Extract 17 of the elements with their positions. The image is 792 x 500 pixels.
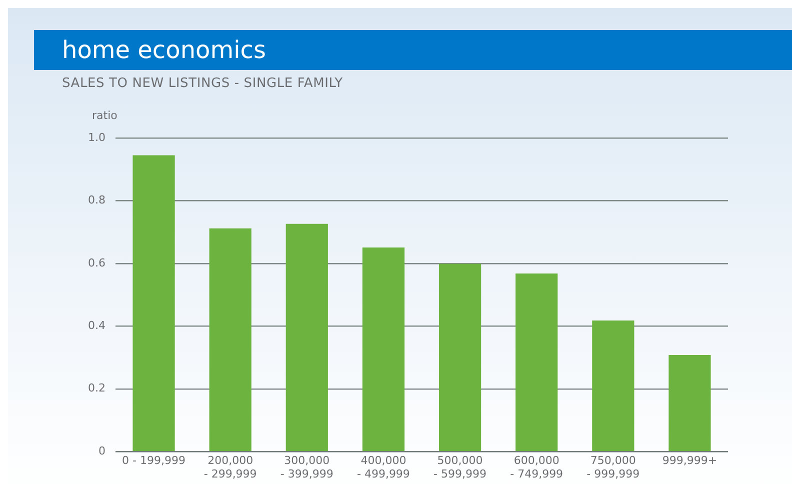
y-tick-label: 0.2 (88, 382, 106, 395)
x-tick-label: 500,000 - 599,999 (434, 454, 487, 480)
x-tick-label: 999,999+ (662, 454, 718, 468)
chart-title: home economics (34, 30, 792, 70)
y-tick-label: 0.8 (88, 194, 106, 207)
x-tick-label: 400,000 - 499,999 (356, 454, 410, 480)
chart-subtitle: SALES TO NEW LISTINGS - SINGLE FAMILY (62, 76, 343, 91)
y-axis-title: ratio (91, 108, 118, 124)
y-tick-label: 0.4 (88, 319, 106, 332)
x-tick-label: 600,000 - 749,999 (510, 454, 564, 480)
x-tick-label: 750,000 - 999,999 (586, 454, 640, 480)
x-tick-label: 200,000 - 299,999 (204, 454, 257, 480)
x-tick-label: 300,000 - 399,999 (280, 454, 334, 480)
y-tick-label: 1.0 (88, 130, 106, 144)
y-tick-label: 0 (98, 444, 106, 458)
x-tick-label: 0 - 199,999 (122, 454, 186, 468)
y-tick-label: 0.6 (88, 256, 106, 270)
